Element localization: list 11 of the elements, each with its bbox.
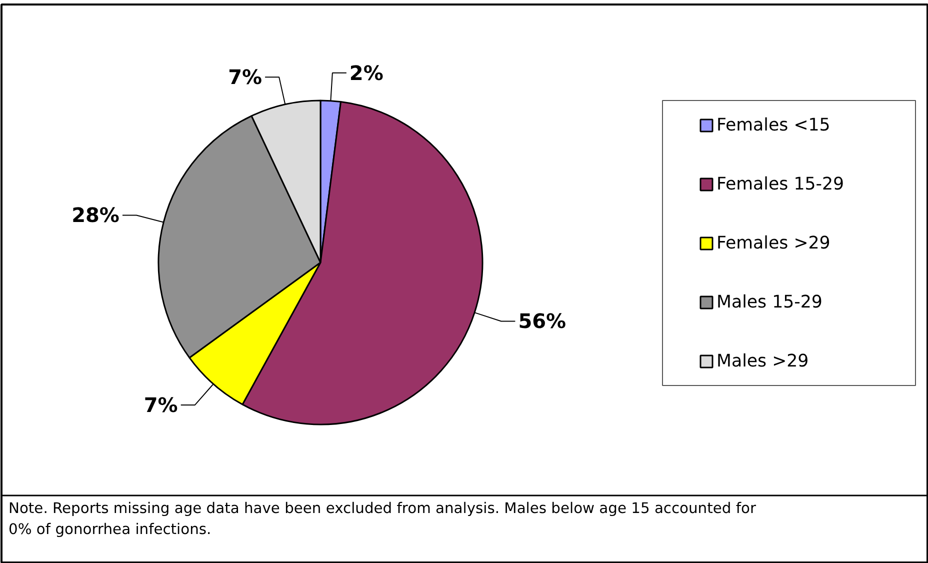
legend-label: Females <15 <box>716 116 830 136</box>
legend-label: Males >29 <box>716 352 809 372</box>
legend-label: Females 15-29 <box>716 174 844 194</box>
legend-label: Females >29 <box>716 234 830 254</box>
data-label: 56% <box>518 309 566 334</box>
text: Note. Reports missing age data have been excluded from analysis. Males below age 15 accounted for 0% of gonorrhea infections. <box>8 500 757 538</box>
data-label: 7% <box>228 65 262 90</box>
legend-label: Males 15-29 <box>716 292 822 312</box>
data-label: 7% <box>144 393 178 418</box>
data-label: 2% <box>349 60 384 85</box>
data-label: 28% <box>72 203 120 228</box>
